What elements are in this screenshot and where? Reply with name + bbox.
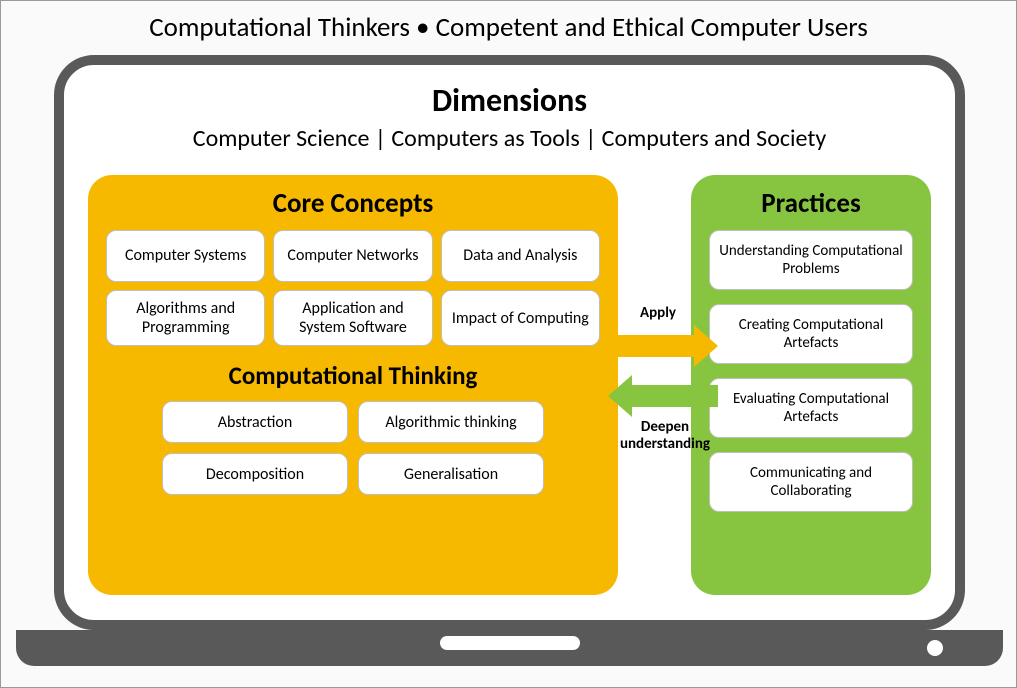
practices-item: Creating Computational Artefacts — [709, 304, 913, 364]
laptop-dot-icon — [927, 640, 943, 656]
core-item: Application and System Software — [273, 290, 432, 346]
practices-item: Communicating and Collaborating — [709, 452, 913, 512]
dimensions-subtitle: Computer Science | Computers as Tools | … — [88, 124, 931, 153]
ct-item: Generalisation — [358, 453, 544, 495]
ct-item: Algorithmic thinking — [358, 401, 544, 443]
practices-panel: Practices Understanding Computational Pr… — [691, 175, 931, 595]
practices-item: Evaluating Computational Artefacts — [709, 378, 913, 438]
core-concepts-panel: Core Concepts Computer Systems Computer … — [88, 175, 618, 595]
practices-title: Practices — [705, 187, 917, 220]
apply-arrow-icon — [608, 325, 718, 367]
core-concepts-title: Core Concepts — [102, 187, 604, 220]
core-item: Data and Analysis — [441, 230, 600, 282]
dimensions-title: Dimensions — [88, 81, 931, 120]
core-item: Impact of Computing — [441, 290, 600, 346]
core-item: Algorithms and Programming — [106, 290, 265, 346]
computational-thinking-grid: Abstraction Algorithmic thinking Decompo… — [102, 401, 604, 495]
practices-list: Understanding Computational Problems Cre… — [705, 230, 917, 512]
deepen-arrow-label: Deepen understanding — [610, 419, 720, 454]
laptop-frame: Dimensions Computer Science | Computers … — [36, 55, 983, 675]
ct-item: Abstraction — [162, 401, 348, 443]
core-item: Computer Systems — [106, 230, 265, 282]
practices-item: Understanding Computational Problems — [709, 230, 913, 290]
computational-thinking-title: Computational Thinking — [102, 360, 604, 391]
laptop-slot-icon — [440, 636, 580, 650]
page-title: Computational Thinkers • Competent and E… — [1, 1, 1016, 52]
ct-item: Decomposition — [162, 453, 348, 495]
apply-arrow-label: Apply — [628, 305, 688, 322]
deepen-arrow-icon — [608, 375, 718, 417]
panels-area: Core Concepts Computer Systems Computer … — [88, 175, 931, 604]
laptop-screen: Dimensions Computer Science | Computers … — [54, 55, 965, 630]
core-item: Computer Networks — [273, 230, 432, 282]
laptop-base — [16, 630, 1003, 666]
core-concepts-grid: Computer Systems Computer Networks Data … — [102, 230, 604, 346]
